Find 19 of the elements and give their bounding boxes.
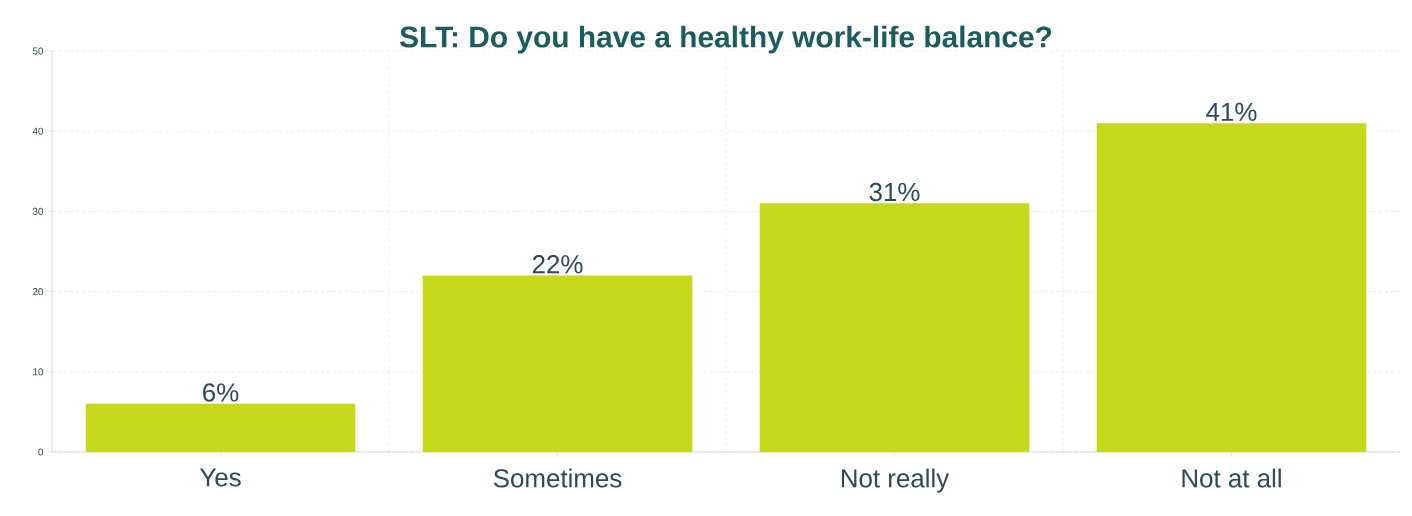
x-tick-label: Sometimes [493, 468, 622, 488]
x-tick-label: Not really [841, 468, 950, 493]
chart-title: SLT: Do you have a healthy work-life balance? [399, 25, 1052, 54]
x-tick-label: Not at all [1182, 468, 1281, 488]
y-tick-label: 30 [32, 207, 44, 215]
y-tick-label: 40 [32, 127, 44, 135]
y-tick-label: 50 [32, 47, 44, 55]
data-label: 6% [203, 383, 239, 402]
bar [1096, 123, 1367, 452]
y-tick-label: 0 [38, 448, 44, 456]
data-label: 22% [532, 255, 583, 274]
bar [85, 403, 356, 452]
y-tick-label: 20 [32, 288, 44, 296]
data-label: 41% [1206, 102, 1257, 121]
bar [422, 275, 693, 452]
data-label: 31% [869, 182, 920, 202]
bar [759, 203, 1030, 452]
y-tick-label: 10 [33, 368, 44, 376]
x-tick-label: Yes [199, 468, 241, 487]
